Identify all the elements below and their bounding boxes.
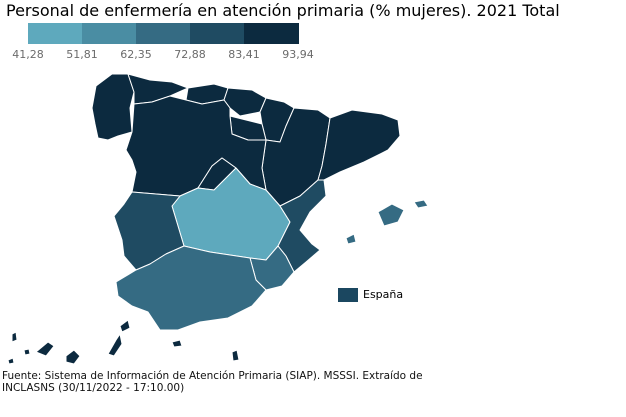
color-scale-legend xyxy=(28,23,299,44)
scale-tick: 51,81 xyxy=(66,48,98,61)
map-series-legend[interactable]: España xyxy=(338,288,403,302)
scale-segment-3[interactable] xyxy=(136,23,191,44)
scale-tick: 72,88 xyxy=(174,48,206,61)
region-cataluna[interactable] xyxy=(317,109,401,181)
map-title: Personal de enfermería en atención prima… xyxy=(6,1,560,20)
region-andalucia[interactable] xyxy=(115,245,267,331)
scale-tick: 83,41 xyxy=(228,48,260,61)
scale-segment-1[interactable] xyxy=(28,23,83,44)
legend-label-espana: España xyxy=(363,288,404,301)
region-canarias-el-hierro[interactable] xyxy=(7,357,15,365)
scale-tick-labels: 41,28 51,81 62,35 72,88 83,41 93,94 xyxy=(0,48,626,62)
region-galicia[interactable] xyxy=(91,73,135,141)
region-melilla[interactable] xyxy=(231,349,240,362)
region-baleares-mallorca[interactable] xyxy=(377,203,405,227)
region-comunidad-valenciana[interactable] xyxy=(277,179,327,273)
region-ceuta[interactable] xyxy=(171,339,183,348)
region-canarias-la-gomera[interactable] xyxy=(23,348,31,356)
region-canarias-fuerteventura[interactable] xyxy=(107,333,123,357)
scale-segment-5[interactable] xyxy=(244,23,299,44)
region-baleares-menorca[interactable] xyxy=(413,199,429,209)
scale-tick: 62,35 xyxy=(120,48,152,61)
scale-segment-4[interactable] xyxy=(190,23,245,44)
legend-swatch xyxy=(338,288,358,302)
region-canarias-lanzarote[interactable] xyxy=(119,319,131,333)
scale-tick: 93,94 xyxy=(282,48,314,61)
spain-choropleth-map xyxy=(7,73,429,365)
region-baleares-ibiza[interactable] xyxy=(345,233,357,245)
source-note: Fuente: Sistema de Información de Atenci… xyxy=(2,370,423,394)
scale-segment-2[interactable] xyxy=(82,23,137,44)
region-canarias-tenerife[interactable] xyxy=(35,341,55,357)
region-canarias-la-palma[interactable] xyxy=(11,331,18,343)
region-canarias-gran-canaria[interactable] xyxy=(65,349,81,365)
scale-tick: 41,28 xyxy=(12,48,44,61)
